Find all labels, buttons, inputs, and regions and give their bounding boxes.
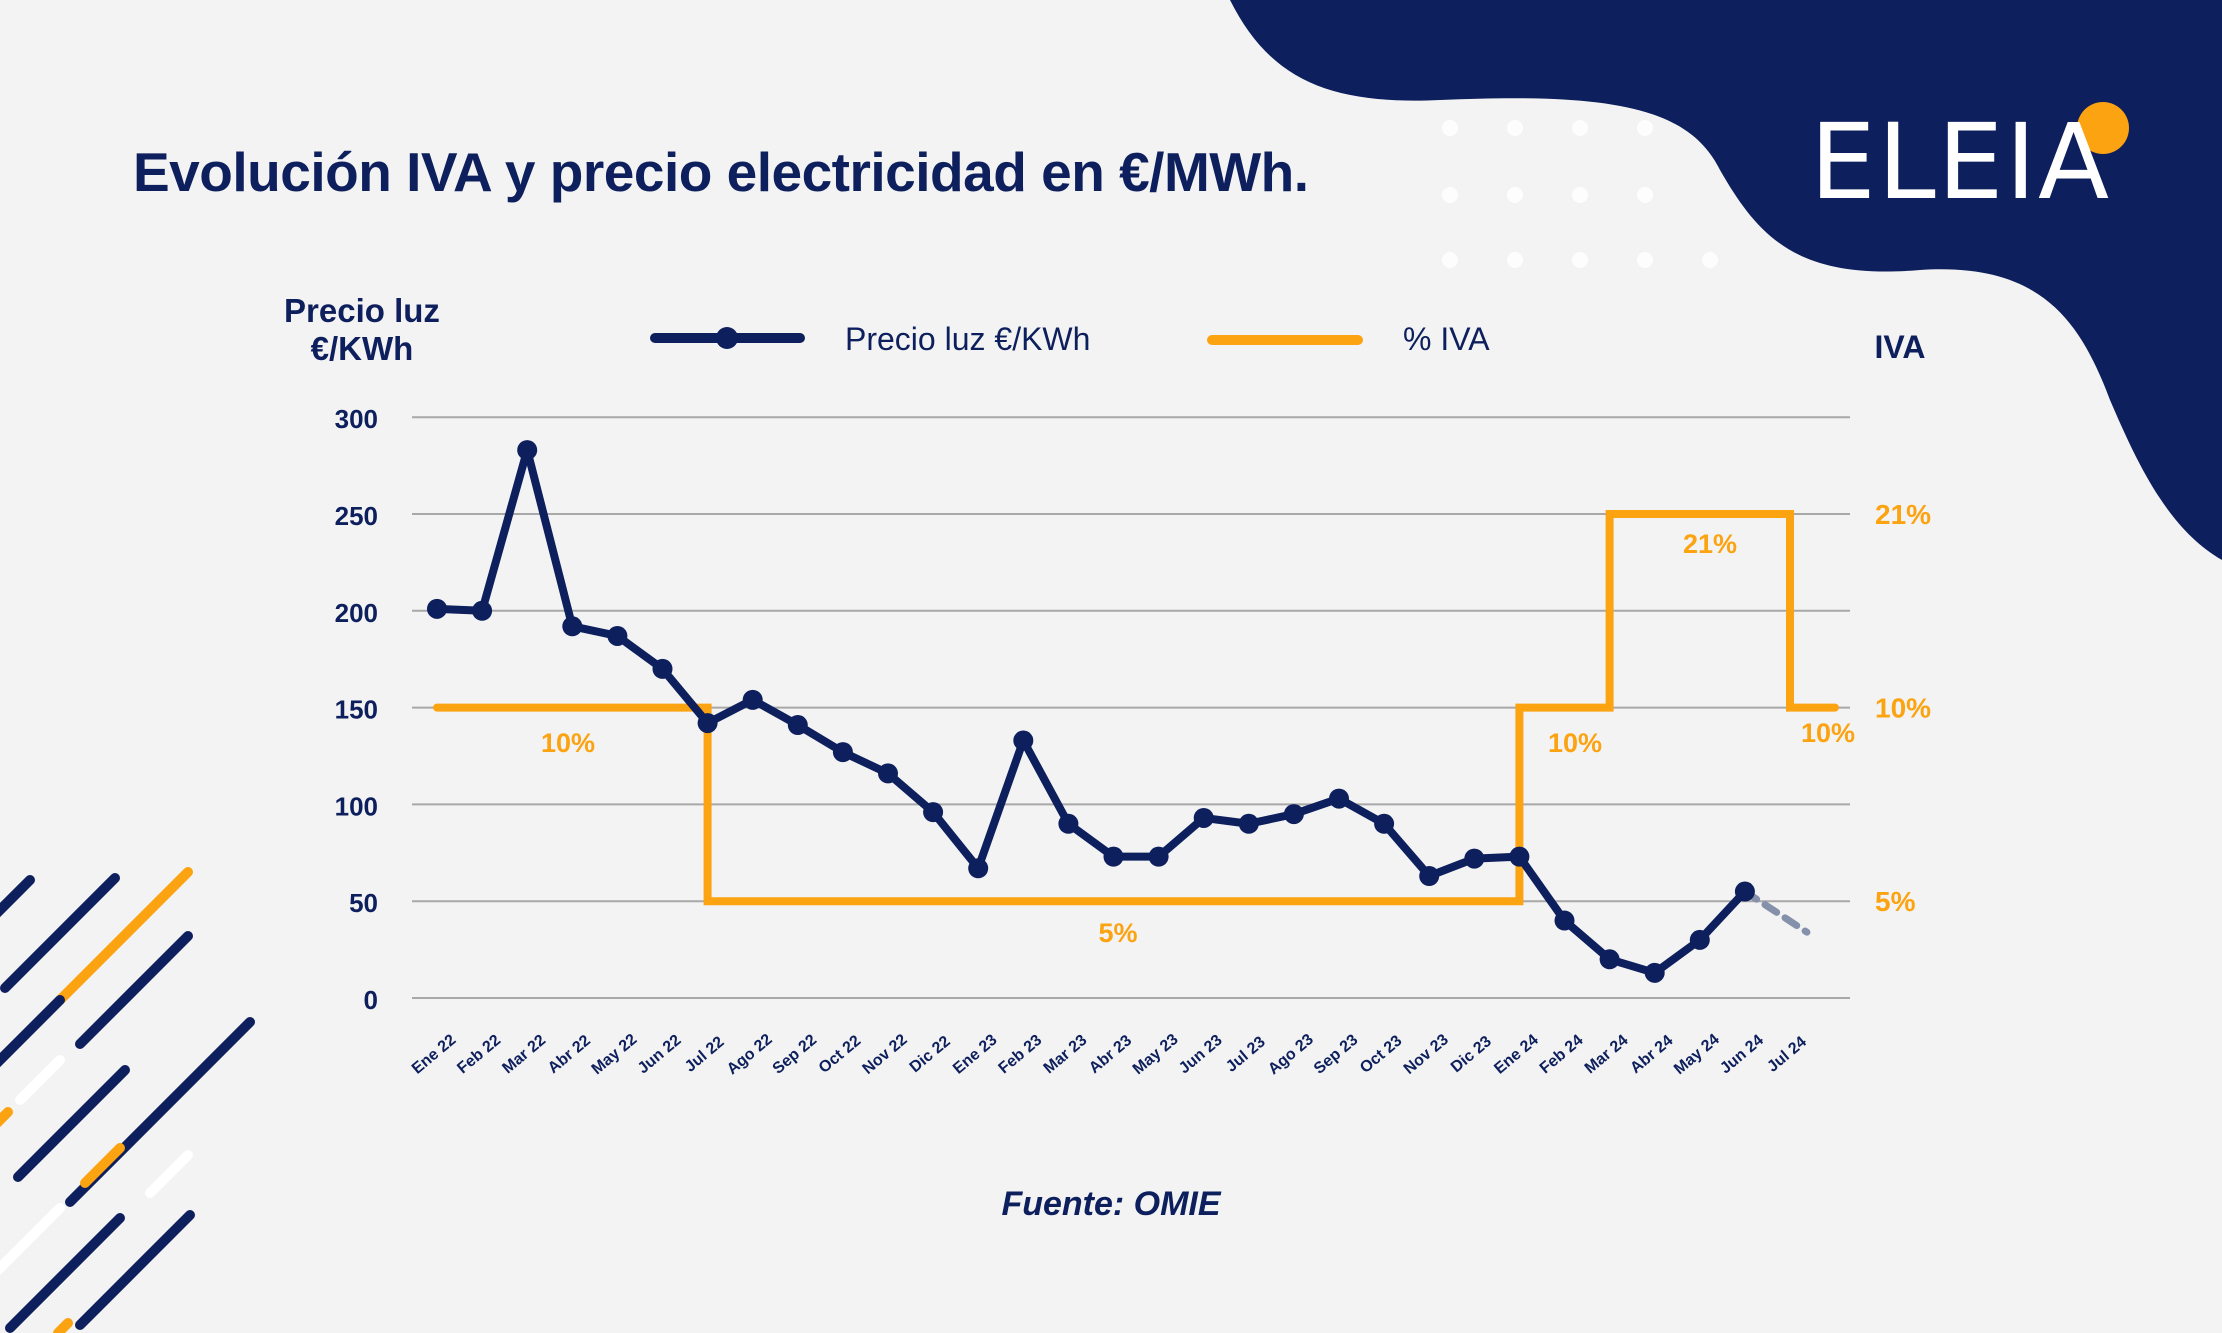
- x-tick-label: Jun 23: [1176, 1032, 1226, 1078]
- x-tick-label: Mar 23: [1041, 1032, 1091, 1078]
- price-point: [1644, 962, 1665, 983]
- iva-step-label: 10%: [1801, 718, 1855, 748]
- y-tick-label-150: 150: [335, 695, 378, 725]
- x-tick-label: Jun 24: [1717, 1032, 1767, 1078]
- right-tick-label-21: 21%: [1875, 499, 1931, 530]
- price-point: [832, 742, 853, 763]
- y-tick-label-100: 100: [335, 791, 378, 821]
- price-point: [472, 600, 493, 621]
- x-tick-label: Feb 22: [454, 1032, 504, 1078]
- x-tick-label: Dic 22: [907, 1033, 954, 1076]
- x-tick-label: Abr 23: [1086, 1032, 1135, 1077]
- y-tick-label-250: 250: [335, 501, 378, 531]
- price-point: [787, 715, 808, 736]
- x-tick-label: Ago 22: [724, 1031, 776, 1078]
- price-point: [923, 802, 944, 823]
- x-tick-label: Jun 22: [635, 1032, 685, 1078]
- price-point: [652, 658, 673, 679]
- iva-step-series: 10% 5% 10% 21% 10%: [433, 510, 1855, 948]
- price-point: [1599, 949, 1620, 970]
- price-point: [1193, 807, 1214, 828]
- right-axis-label: IVA: [1875, 329, 1926, 365]
- y-tick-label-0: 0: [364, 985, 378, 1015]
- iva-step-label: 5%: [1098, 918, 1137, 948]
- price-point: [1238, 813, 1259, 834]
- x-tick-label: Oct 23: [1357, 1032, 1405, 1077]
- y-tick-label-200: 200: [335, 598, 378, 628]
- price-point: [697, 713, 718, 734]
- price-point: [1058, 813, 1079, 834]
- x-tick-label: Feb 23: [996, 1032, 1046, 1078]
- x-tick-label: Sep 22: [770, 1031, 821, 1077]
- price-point: [1283, 804, 1304, 825]
- iva-step-label: 10%: [1548, 728, 1602, 758]
- axes-labels: Precio luz €/KWh IVA 0 50 100 150 200 250 300 2…: [284, 292, 1931, 1078]
- legend-price-marker: [716, 327, 738, 349]
- x-tick-label: Sep 23: [1311, 1031, 1362, 1077]
- price-point: [1464, 848, 1485, 869]
- price-point: [742, 689, 763, 710]
- iva-step-line: [433, 510, 1839, 906]
- left-axis-label-line2: €/KWh: [311, 330, 414, 367]
- x-tick-label: Ene 22: [409, 1031, 460, 1077]
- x-tick-label: Ago 23: [1265, 1031, 1317, 1078]
- legend: Precio luz €/KWh % IVA: [650, 321, 1490, 357]
- price-line-series: [427, 440, 1811, 983]
- price-point: [427, 598, 447, 619]
- iva-step-label: 10%: [541, 728, 595, 758]
- x-tick-label: May 23: [1130, 1031, 1182, 1078]
- dot-grid-pattern: [1442, 120, 1718, 268]
- x-tick-label: May 22: [589, 1031, 641, 1078]
- price-point: [1689, 929, 1710, 950]
- logo-orange-dot: [2077, 102, 2129, 154]
- source-note: Fuente: OMIE: [1001, 1185, 1221, 1223]
- price-point: [517, 440, 538, 461]
- price-point: [1103, 846, 1124, 867]
- x-tick-label: Abr 24: [1627, 1032, 1676, 1077]
- price-point: [1374, 813, 1395, 834]
- y-tick-label-50: 50: [349, 888, 378, 918]
- right-tick-label-10: 10%: [1875, 693, 1931, 724]
- x-tick-label: Nov 22: [860, 1031, 911, 1078]
- price-point: [1554, 910, 1575, 931]
- x-tick-label: Mar 24: [1582, 1032, 1632, 1078]
- price-projection-dashed: [1741, 888, 1811, 936]
- x-tick-label: May 24: [1671, 1031, 1723, 1078]
- price-point: [878, 763, 898, 784]
- right-tick-label-5: 5%: [1875, 886, 1916, 917]
- price-point: [1509, 846, 1530, 867]
- x-tick-label: Ene 24: [1491, 1031, 1542, 1077]
- price-point: [1329, 788, 1349, 809]
- diagonal-stripes-decoration: [0, 867, 255, 1333]
- x-tick-label: Mar 22: [499, 1032, 549, 1078]
- x-tick-label: Nov 23: [1401, 1031, 1452, 1078]
- legend-iva-label: % IVA: [1403, 321, 1490, 357]
- price-point: [1734, 881, 1755, 902]
- price-point: [607, 625, 628, 646]
- x-tick-label: Dic 23: [1448, 1033, 1495, 1076]
- eleia-logo: ELEIA: [1810, 101, 2112, 223]
- x-tick-label: Oct 22: [816, 1032, 864, 1077]
- x-tick-label: Ene 23: [950, 1031, 1001, 1077]
- x-tick-label: Jul 22: [682, 1033, 728, 1075]
- iva-step-label: 21%: [1683, 529, 1737, 559]
- page-title: Evolución IVA y precio electricidad en €…: [133, 141, 1309, 203]
- x-tick-label: Abr 22: [545, 1032, 594, 1077]
- price-point: [1148, 846, 1169, 867]
- navy-blob-shape: [1230, 0, 2222, 560]
- y-tick-label-300: 300: [335, 404, 378, 434]
- left-axis-label-line1: Precio luz: [284, 292, 440, 329]
- x-tick-label: Jul 24: [1764, 1033, 1810, 1075]
- x-tick-label: Feb 24: [1537, 1032, 1587, 1078]
- legend-price-label: Precio luz €/KWh: [845, 321, 1090, 357]
- price-point: [1013, 730, 1034, 751]
- x-tick-label: Jul 23: [1223, 1033, 1269, 1075]
- price-point: [562, 616, 583, 637]
- price-point: [1419, 866, 1440, 887]
- price-point: [968, 858, 989, 879]
